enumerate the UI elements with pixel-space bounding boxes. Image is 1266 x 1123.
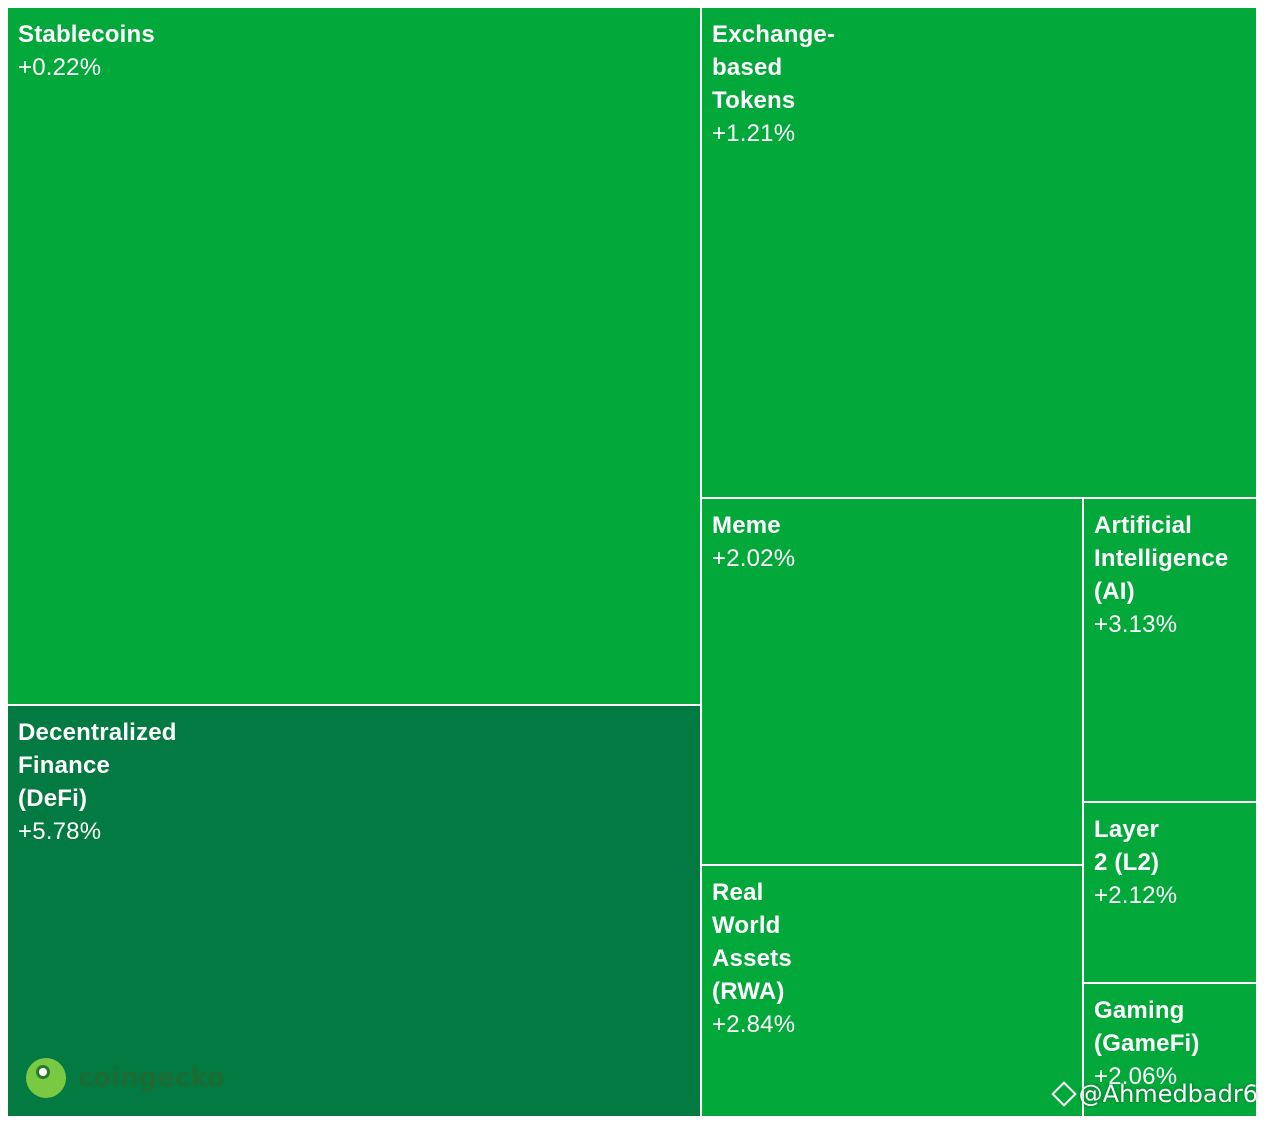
change-value: +5.78%	[18, 818, 102, 845]
watermark-text: @Ahmedbadr6	[1078, 1080, 1258, 1108]
tile-label: Meme +2.02%	[712, 509, 795, 575]
change-value: +1.21%	[712, 120, 796, 147]
change-value: +2.12%	[1094, 882, 1178, 909]
tile-ai: Artificial Intelligence (AI) +3.13%	[1082, 497, 1258, 803]
category-name: Stablecoins	[18, 21, 155, 48]
tile-meme: Meme +2.02%	[700, 497, 1084, 866]
category-name: Layer 2 (L2)	[1094, 816, 1160, 876]
category-name: Meme	[712, 512, 781, 539]
tile-label: Gaming (GameFi) +2.06%	[1094, 994, 1200, 1093]
watermark: @Ahmedbadr6	[1050, 1080, 1258, 1108]
tile-label: Artificial Intelligence (AI) +3.13%	[1094, 509, 1228, 641]
binance-icon	[1050, 1081, 1077, 1107]
tile-label: Exchange- based Tokens +1.21%	[712, 18, 835, 150]
gecko-icon	[26, 1058, 66, 1098]
category-name: Real World Assets (RWA)	[712, 879, 792, 1005]
tile-label: Real World Assets (RWA) +2.84%	[712, 876, 795, 1041]
change-value: +2.84%	[712, 1011, 796, 1038]
change-value: +0.22%	[18, 54, 102, 81]
category-name: Exchange- based Tokens	[712, 21, 836, 114]
change-value: +2.02%	[712, 545, 796, 572]
tile-l2: Layer 2 (L2) +2.12%	[1082, 801, 1258, 984]
category-name: Decentralized Finance (DeFi)	[18, 719, 177, 812]
tile-rwa: Real World Assets (RWA) +2.84%	[700, 864, 1084, 1118]
change-value: +3.13%	[1094, 611, 1178, 638]
category-name: Gaming (GameFi)	[1094, 997, 1200, 1057]
tile-label: Decentralized Finance (DeFi) +5.78%	[18, 716, 177, 848]
logo-text: coingecko	[78, 1063, 225, 1093]
coingecko-logo: coingecko	[26, 1058, 225, 1098]
tile-label: Layer 2 (L2) +2.12%	[1094, 813, 1177, 912]
tile-gaming: Gaming (GameFi) +2.06%	[1082, 982, 1258, 1118]
category-name: Artificial Intelligence (AI)	[1094, 512, 1229, 605]
change-value: +2.06%	[1094, 1063, 1178, 1090]
tile-stablecoins: Stablecoins +0.22%	[6, 6, 702, 706]
tile-defi: Decentralized Finance (DeFi) +5.78%	[6, 704, 702, 1118]
tile-exchange: Exchange- based Tokens +1.21%	[700, 6, 1258, 499]
tile-label: Stablecoins +0.22%	[18, 18, 155, 84]
